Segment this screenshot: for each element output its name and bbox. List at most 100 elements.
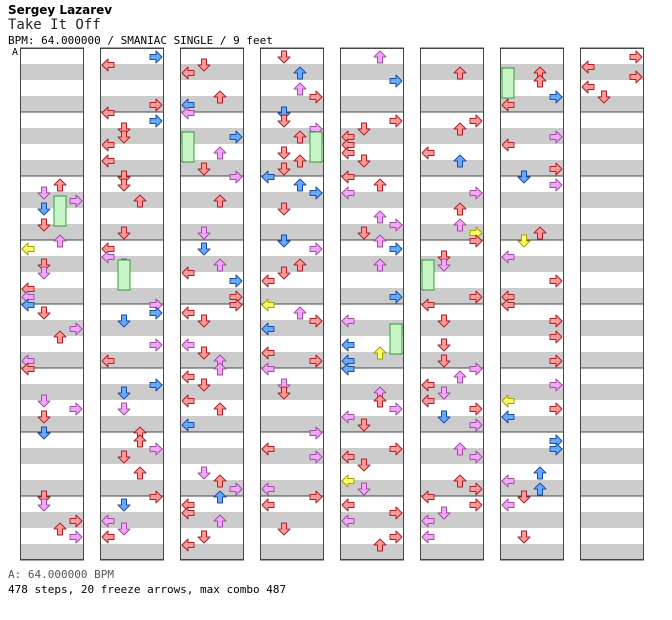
beat-stripe <box>500 384 564 400</box>
section-marker: A <box>12 47 19 58</box>
chart-info: BPM: 64.000000 / SMANIAC SINGLE / 9 feet <box>8 34 273 47</box>
beat-stripe <box>420 288 484 304</box>
beat-stripe <box>420 320 484 336</box>
beat-stripe <box>420 160 484 176</box>
beat-stripe <box>580 544 644 560</box>
beat-stripe <box>500 352 564 368</box>
beat-stripe <box>500 448 564 464</box>
beat-stripe <box>20 224 84 240</box>
beat-stripe <box>340 64 404 80</box>
beat-stripe <box>20 160 84 176</box>
beat-stripe <box>100 320 164 336</box>
column-border <box>580 48 644 560</box>
beat-stripe <box>260 512 324 528</box>
beat-stripe <box>20 352 84 368</box>
beat-stripe <box>420 544 484 560</box>
beat-stripe <box>260 256 324 272</box>
column-border <box>100 48 164 560</box>
chart-column <box>20 47 84 561</box>
beat-stripe <box>180 96 244 112</box>
beat-stripe <box>340 352 404 368</box>
beat-stripe <box>100 256 164 272</box>
beat-stripe <box>100 384 164 400</box>
beat-stripe <box>340 544 404 560</box>
beat-stripe <box>180 288 244 304</box>
beat-stripe <box>260 544 324 560</box>
beat-stripe <box>340 320 404 336</box>
freeze-arrow-icon <box>501 67 515 99</box>
beat-stripe <box>20 448 84 464</box>
chart-column <box>420 47 484 561</box>
freeze-arrow-icon <box>53 195 67 227</box>
beat-stripe <box>180 128 244 144</box>
column-border <box>20 48 84 560</box>
beat-stripe <box>340 96 404 112</box>
beat-stripe <box>100 192 164 208</box>
column-border <box>500 48 564 560</box>
beat-stripe <box>340 224 404 240</box>
beat-stripe <box>100 352 164 368</box>
beat-stripe <box>20 480 84 496</box>
beat-stripe <box>260 416 324 432</box>
beat-stripe <box>340 128 404 144</box>
beat-stripe <box>180 64 244 80</box>
beat-stripe <box>420 352 484 368</box>
beat-stripe <box>100 512 164 528</box>
beat-stripe <box>500 224 564 240</box>
freeze-arrow-icon <box>309 131 323 163</box>
beat-stripe <box>340 192 404 208</box>
beat-stripe <box>420 256 484 272</box>
beat-stripe <box>260 96 324 112</box>
beat-stripe <box>20 192 84 208</box>
freeze-arrow-icon <box>389 323 403 355</box>
beat-stripe <box>20 384 84 400</box>
beat-stripe <box>260 128 324 144</box>
beat-stripe <box>100 96 164 112</box>
beat-stripe <box>340 448 404 464</box>
beat-stripe <box>180 544 244 560</box>
beat-stripe <box>420 384 484 400</box>
beat-stripe <box>580 96 644 112</box>
beat-stripe <box>260 160 324 176</box>
beat-stripe <box>500 192 564 208</box>
chart-column <box>580 47 644 561</box>
beat-stripe <box>580 352 644 368</box>
beat-stripe <box>100 160 164 176</box>
beat-stripe <box>500 160 564 176</box>
beat-stripe <box>580 480 644 496</box>
beat-stripe <box>340 288 404 304</box>
beat-stripe <box>100 544 164 560</box>
column-border <box>340 48 404 560</box>
beat-stripe <box>100 288 164 304</box>
beat-stripe <box>340 480 404 496</box>
beat-stripe <box>340 512 404 528</box>
beat-stripe <box>20 544 84 560</box>
beat-stripe <box>260 320 324 336</box>
beat-stripe <box>260 224 324 240</box>
beat-stripe <box>180 384 244 400</box>
column-border <box>420 48 484 560</box>
beat-stripe <box>500 544 564 560</box>
beat-stripe <box>100 64 164 80</box>
chart-column <box>500 47 564 561</box>
beat-stripe <box>340 384 404 400</box>
freeze-arrow-icon <box>181 131 195 163</box>
beat-stripe <box>20 256 84 272</box>
beat-stripe <box>500 512 564 528</box>
beat-stripe <box>500 480 564 496</box>
beat-stripe <box>260 448 324 464</box>
bpm-stops: A: 64.000000 BPM <box>8 568 114 581</box>
freeze-arrow-icon <box>117 259 131 291</box>
beat-stripe <box>580 256 644 272</box>
beat-stripe <box>340 256 404 272</box>
beat-stripe <box>500 64 564 80</box>
beat-stripe <box>260 192 324 208</box>
beat-stripe <box>500 288 564 304</box>
beat-stripe <box>260 384 324 400</box>
beat-stripe <box>260 64 324 80</box>
beat-stripe <box>500 256 564 272</box>
beat-stripe <box>580 512 644 528</box>
beat-stripe <box>100 224 164 240</box>
beat-stripe <box>100 480 164 496</box>
